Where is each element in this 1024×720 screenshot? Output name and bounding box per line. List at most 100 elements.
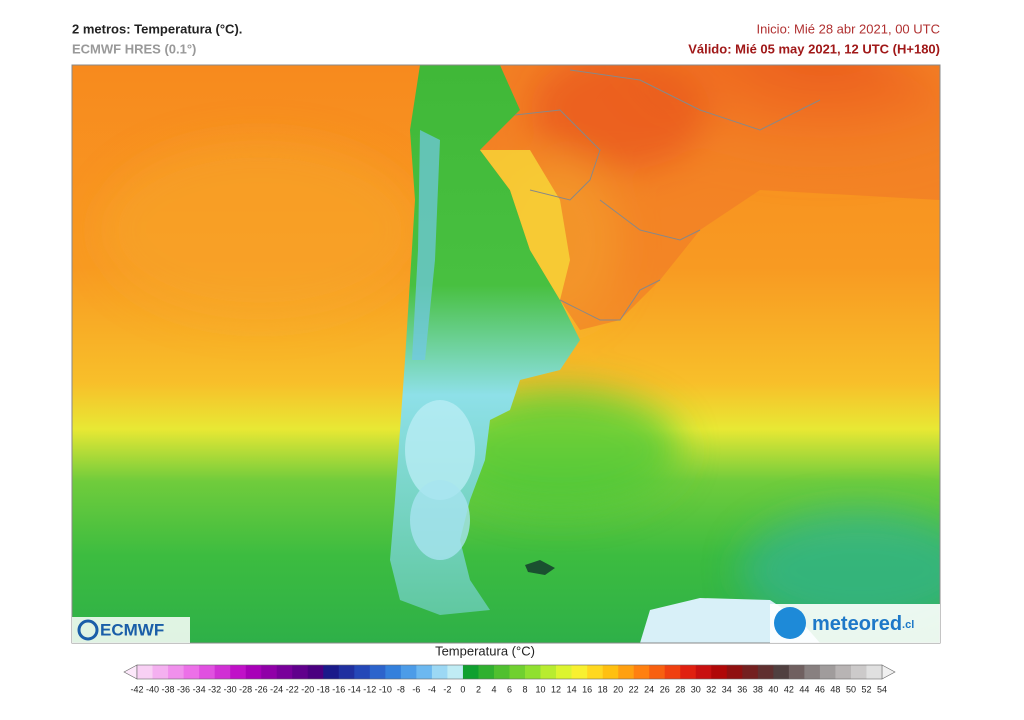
legend-swatch [556, 665, 572, 679]
legend-swatch [447, 665, 464, 679]
legend: -42 -40 -38 -36 -34 -32 -30 -28 -26 -24 -22 -20 -18-… [130, 664, 887, 694]
legend-tick-label: 22 [629, 684, 639, 694]
legend-swatch [323, 665, 340, 679]
legend-swatch [525, 665, 541, 679]
legend-tick-label: 38 [753, 684, 763, 694]
legend-tick-label: -4 [428, 684, 436, 694]
legend-swatch [680, 665, 697, 679]
legend-swatch [540, 665, 557, 679]
legend-tick-label: -8 [397, 684, 405, 694]
legend-swatch [726, 665, 743, 679]
legend-tick-label: -22 [286, 684, 299, 694]
legend-swatch [292, 665, 309, 679]
legend-high-arrow [881, 664, 896, 680]
legend-tick-label: 54 [877, 684, 887, 694]
legend-tick-label: 42 [784, 684, 794, 694]
legend-swatch [571, 665, 588, 679]
legend-swatch [183, 665, 200, 679]
map-frame [71, 64, 941, 644]
map [72, 65, 940, 643]
legend-tick-label: 46 [815, 684, 825, 694]
legend-tick-label: -24 [270, 684, 283, 694]
legend-swatch [416, 665, 433, 679]
legend-tick-label: -38 [162, 684, 175, 694]
legend-swatch [602, 665, 619, 679]
legend-swatch [850, 665, 867, 679]
legend-swatch [168, 665, 184, 679]
legend-tick-label: -2 [443, 684, 451, 694]
legend-tick-label: 0 [460, 684, 465, 694]
legend-tick-label: -18 [317, 684, 330, 694]
meteored-text: meteored.cl [812, 613, 914, 635]
legend-swatch [400, 665, 417, 679]
legend-swatch [788, 665, 805, 679]
legend-tick-label: 6 [507, 684, 512, 694]
legend-swatch [431, 665, 448, 679]
legend-tick-label: 26 [660, 684, 670, 694]
legend-title: Temperatura (°C) [435, 643, 535, 658]
legend-swatch [804, 665, 821, 679]
legend-tick-label: 44 [799, 684, 809, 694]
legend-tick-label: -12 [363, 684, 376, 694]
legend-swatch [152, 665, 169, 679]
legend-swatch [276, 665, 293, 679]
legend-tick-label: -26 [255, 684, 268, 694]
legend-swatch [478, 665, 495, 679]
legend-swatch [509, 665, 526, 679]
legend-swatch [230, 665, 246, 679]
legend-swatch [587, 665, 603, 679]
legend-tick-label: 24 [644, 684, 654, 694]
legend-tick-label: 12 [551, 684, 561, 694]
legend-tick-label: 20 [613, 684, 623, 694]
legend-tick-label: 28 [675, 684, 685, 694]
legend-swatch [819, 665, 836, 679]
legend-tick-label: -40 [146, 684, 159, 694]
init-time: Inicio: Mié 28 abr 2021, 00 UTC [756, 21, 940, 36]
legend-tick-label: 52 [861, 684, 871, 694]
title: 2 metros: Temperatura (°C). [72, 21, 242, 36]
legend-tick-label: 30 [691, 684, 701, 694]
legend-tick-label: -36 [177, 684, 190, 694]
legend-tick-label: -34 [193, 684, 206, 694]
legend-swatch [462, 665, 479, 679]
legend-swatch [633, 665, 650, 679]
ecmwf-text: ECMWF [100, 620, 164, 639]
legend-swatch [338, 665, 355, 679]
legend-swatch [664, 665, 681, 679]
legend-swatch [369, 665, 386, 679]
legend-frame [136, 664, 883, 680]
legend-swatch [866, 665, 883, 679]
meteored-name: meteored [812, 613, 902, 635]
legend-tick-label: 4 [491, 684, 496, 694]
legend-tick-label: 8 [523, 684, 528, 694]
model: ECMWF HRES (0.1°) [72, 41, 196, 56]
legend-tick-label: -42 [130, 684, 143, 694]
legend-tick-label: 40 [768, 684, 778, 694]
legend-tick-label: -20 [301, 684, 314, 694]
legend-tick-label: 32 [706, 684, 716, 694]
legend-swatch [385, 665, 402, 679]
legend-tick-label: -14 [348, 684, 361, 694]
legend-tick-label: 50 [846, 684, 856, 694]
legend-tick-label: -32 [208, 684, 221, 694]
legend-swatch [618, 665, 634, 679]
legend-tick-label: 36 [737, 684, 747, 694]
legend-tick-label: 2 [476, 684, 481, 694]
valid-time: Válido: Mié 05 may 2021, 12 UTC (H+180) [688, 41, 940, 56]
legend-tick-label: 34 [722, 684, 732, 694]
legend-swatch [695, 665, 712, 679]
ecmwf-logo: ECMWF [72, 617, 190, 643]
legend-swatch [711, 665, 728, 679]
legend-swatch [354, 665, 371, 679]
legend-tick-label: 18 [598, 684, 608, 694]
legend-swatch [649, 665, 666, 679]
legend-tick-label: -28 [239, 684, 252, 694]
legend-tick-label: 14 [567, 684, 577, 694]
legend-swatch [773, 665, 790, 679]
legend-low-arrow [123, 664, 138, 680]
meteored-suffix: .cl [902, 619, 914, 631]
legend-tick-label: 10 [536, 684, 546, 694]
legend-swatch [214, 665, 231, 679]
legend-swatch [757, 665, 774, 679]
